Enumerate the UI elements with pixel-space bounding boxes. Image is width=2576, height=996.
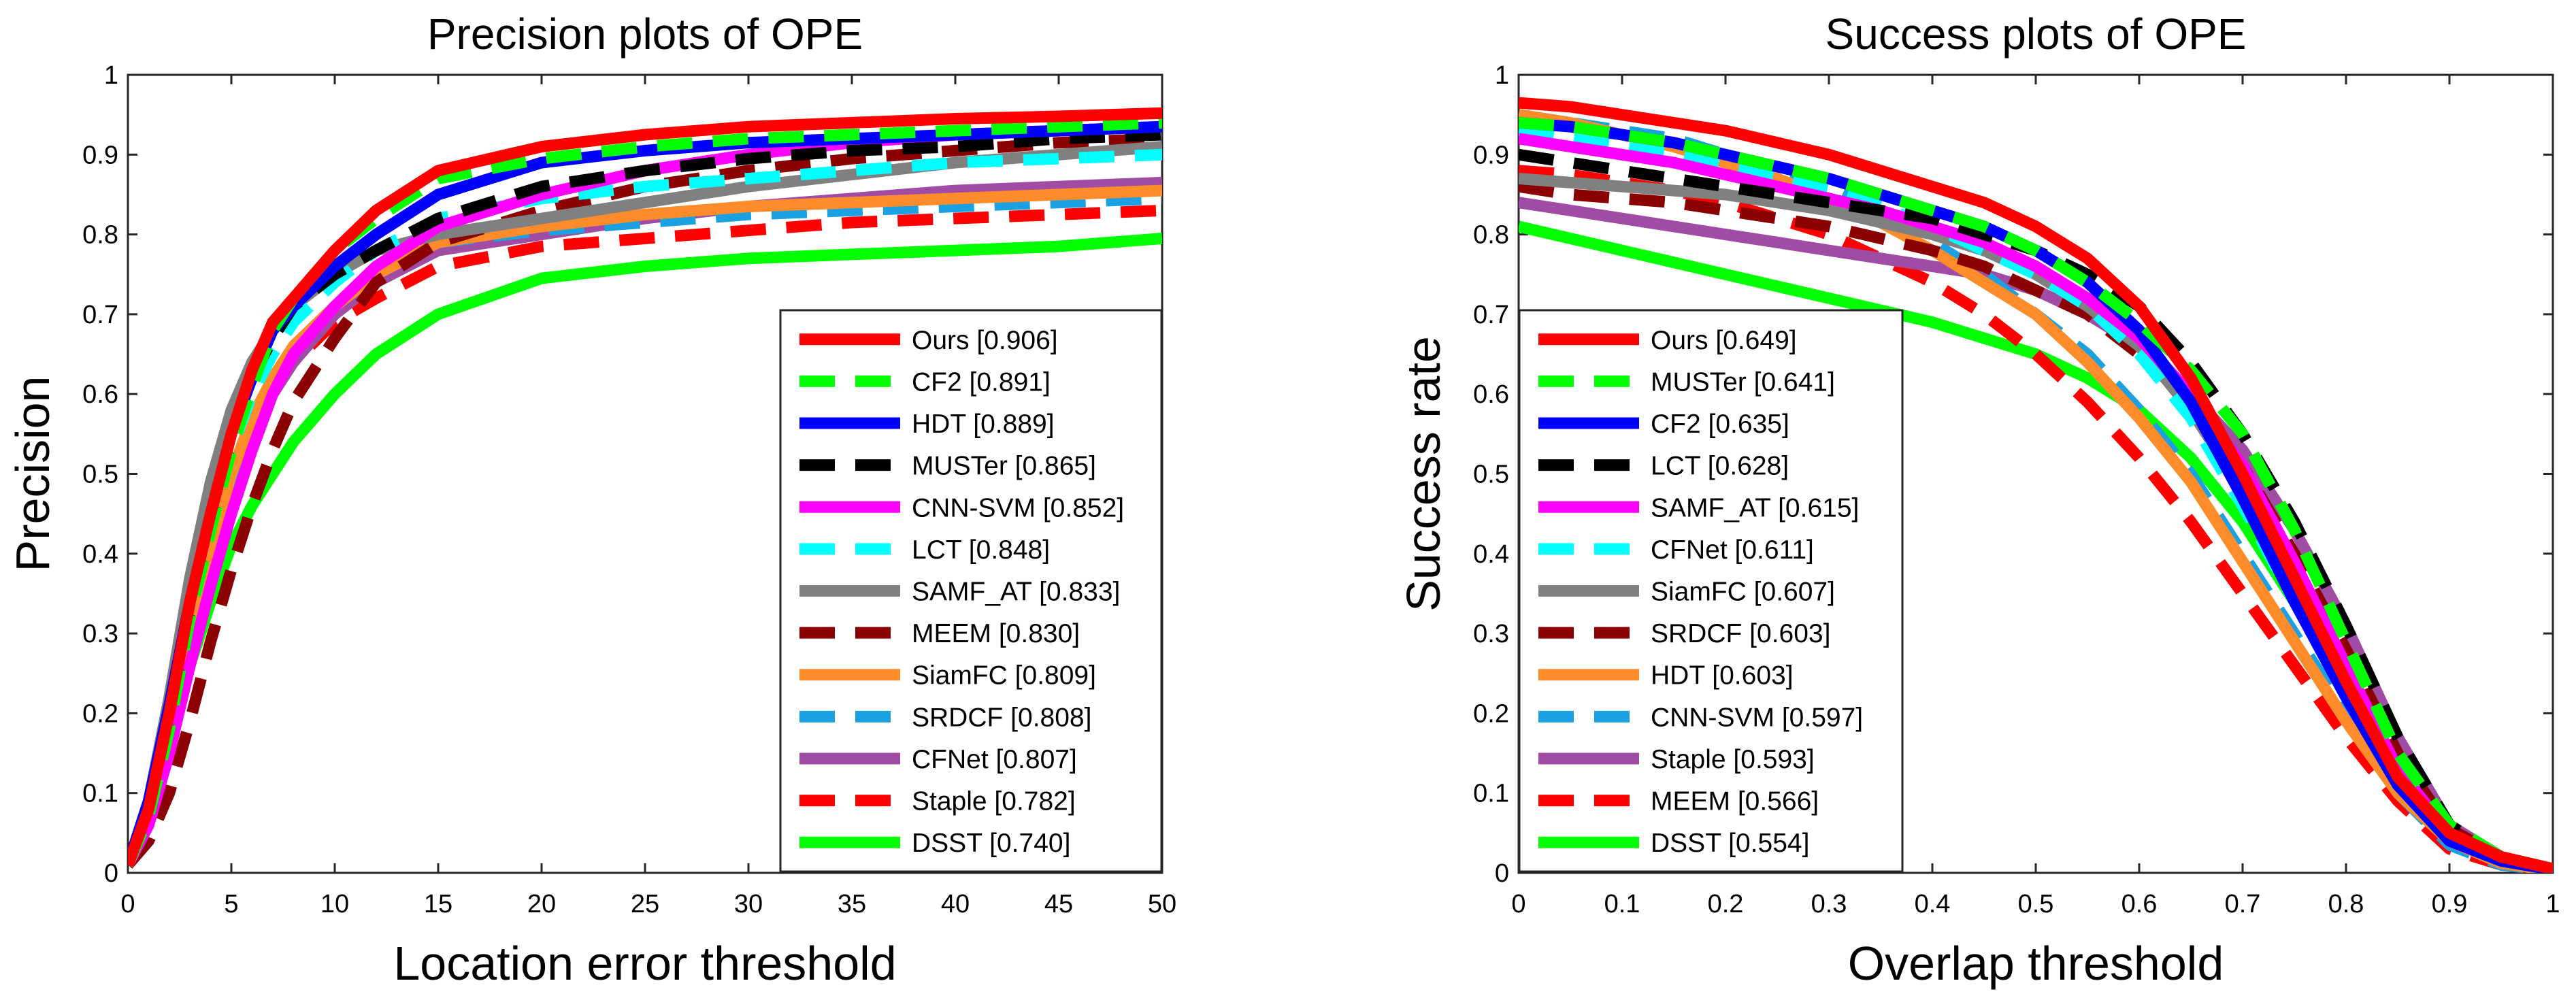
legend-label-5: LCT [0.848] <box>912 535 1050 565</box>
y-tick-label: 0.8 <box>82 221 118 250</box>
x-tick-label: 1 <box>2545 890 2560 918</box>
legend-label-4: SAMF_AT [0.615] <box>1651 493 1859 522</box>
y-tick-label: 0.9 <box>1473 141 1509 169</box>
x-tick-label: 0 <box>120 890 135 918</box>
x-axis-title: Location error threshold <box>393 937 896 990</box>
legend: Ours [0.906] CF2 [0.891] HDT [0.889] MUSTer… <box>779 309 1163 873</box>
series-line-5 <box>128 148 1162 867</box>
y-tick-label: 0.6 <box>1473 380 1509 409</box>
y-tick-label: 0.4 <box>1473 540 1509 569</box>
legend-label-10: Staple [0.593] <box>1651 745 1815 774</box>
legend-label-5: CFNet [0.611] <box>1651 535 1814 565</box>
legend-label-9: CNN-SVM [0.597] <box>1651 703 1863 732</box>
x-axis-title: Overlap threshold <box>1848 937 2224 990</box>
legend-label-1: CF2 [0.891] <box>912 367 1051 397</box>
x-tick-label: 0.2 <box>1708 890 1744 918</box>
x-tick-label: 0.4 <box>1915 890 1951 918</box>
chart-0: 0 5 10 15 20 25 30 35 40 45 50 0 0.1 0.2 0.3 0.4 0.5 0.6 0… <box>6 10 1176 990</box>
y-tick-label: 0.8 <box>1473 221 1509 250</box>
x-tick-label: 0.3 <box>1811 890 1847 918</box>
legend-label-6: SAMF_AT [0.833] <box>912 578 1120 607</box>
legend-label-12: DSST [0.740] <box>912 829 1070 858</box>
legend-label-8: SiamFC [0.809] <box>912 661 1096 691</box>
y-tick-label: 0.1 <box>82 780 118 808</box>
series-line-7 <box>128 133 1162 869</box>
series-line-0 <box>128 107 1162 867</box>
chart-1: 0 0.1 0.2 0.3 0.4 0.5 0.6 0.7 0.8 0.9 1 0 0.1 0.2 0.3 0… <box>1397 10 2560 990</box>
y-tick-label: 0.5 <box>82 461 118 489</box>
y-tick-label: 0.7 <box>1473 301 1509 329</box>
chart-title: Precision plots of OPE <box>427 10 863 59</box>
y-tick-label: 0.3 <box>1473 620 1509 648</box>
legend-label-12: DSST [0.554] <box>1651 829 1809 858</box>
legend-label-3: LCT [0.628] <box>1651 452 1789 481</box>
y-tick-label: 1 <box>104 61 118 90</box>
y-tick-label: 0.4 <box>82 540 118 569</box>
y-tick-label: 0.9 <box>82 141 118 169</box>
legend-label-0: Ours [0.906] <box>912 326 1058 355</box>
legend-label-11: MEEM [0.566] <box>1651 787 1819 816</box>
legend-label-4: CNN-SVM [0.852] <box>912 493 1124 522</box>
x-tick-label: 35 <box>838 890 866 918</box>
y-tick-label: 0.5 <box>1473 461 1509 489</box>
y-axis-title: Success rate <box>1397 336 1450 612</box>
series-group <box>128 107 1162 869</box>
x-tick-label: 25 <box>631 890 659 918</box>
y-tick-label: 0.6 <box>82 380 118 409</box>
y-tick-label: 0.2 <box>1473 699 1509 728</box>
x-tick-label: 30 <box>734 890 763 918</box>
legend-label-7: MEEM [0.830] <box>912 619 1080 648</box>
x-tick-label: 5 <box>224 890 238 918</box>
x-tick-label: 0.6 <box>2121 890 2158 918</box>
x-tick-label: 0.5 <box>2018 890 2054 918</box>
x-tick-label: 0.9 <box>2432 890 2468 918</box>
x-tick-label: 15 <box>424 890 452 918</box>
legend-label-2: CF2 [0.635] <box>1651 410 1789 439</box>
legend: Ours [0.649] MUSTer [0.641] CF2 [0.635] LCT… <box>1518 309 1904 873</box>
y-tick-label: 0.1 <box>1473 780 1509 808</box>
x-tick-label: 45 <box>1044 890 1073 918</box>
legend-label-3: MUSTer [0.865] <box>912 452 1096 481</box>
legend-label-0: Ours [0.649] <box>1651 326 1797 355</box>
legend-label-1: MUSTer [0.641] <box>1651 367 1835 397</box>
series-group <box>1519 97 2553 873</box>
x-tick-label: 0 <box>1511 890 1525 918</box>
x-tick-label: 40 <box>941 890 970 918</box>
legend-label-10: CFNet [0.807] <box>912 745 1077 774</box>
legend-label-2: HDT [0.889] <box>912 410 1055 439</box>
series-line-0 <box>1519 97 2553 873</box>
y-tick-label: 0.3 <box>82 620 118 648</box>
y-tick-label: 0 <box>1495 859 1509 888</box>
y-tick-label: 0.7 <box>82 301 118 329</box>
x-tick-label: 50 <box>1148 890 1176 918</box>
y-tick-label: 1 <box>1495 61 1509 90</box>
x-tick-label: 0.1 <box>1604 890 1640 918</box>
legend-label-7: SRDCF [0.603] <box>1651 619 1830 648</box>
x-tick-label: 20 <box>527 890 556 918</box>
y-tick-label: 0.2 <box>82 699 118 728</box>
series-line-1 <box>1519 116 2553 873</box>
legend-label-9: SRDCF [0.808] <box>912 703 1091 732</box>
chart-title: Success plots of OPE <box>1826 10 2247 59</box>
y-tick-label: 0 <box>104 859 118 888</box>
legend-label-8: HDT [0.603] <box>1651 661 1794 691</box>
x-tick-label: 0.8 <box>2328 890 2364 918</box>
legend-label-6: SiamFC [0.607] <box>1651 578 1835 607</box>
x-tick-label: 10 <box>320 890 349 918</box>
x-tick-label: 0.7 <box>2225 890 2261 918</box>
y-axis-title: Precision <box>6 376 59 572</box>
legend-label-11: Staple [0.782] <box>912 787 1076 816</box>
